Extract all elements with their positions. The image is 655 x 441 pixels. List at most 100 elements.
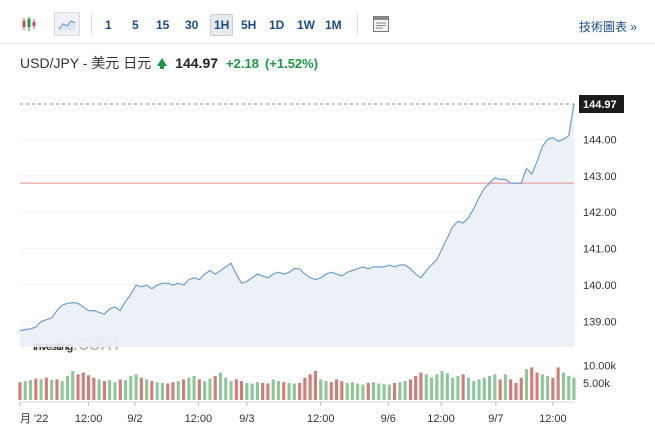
volume-bar: [18, 382, 22, 400]
volume-bar: [34, 378, 38, 400]
volume-bar: [71, 370, 75, 400]
volume-bar: [445, 373, 449, 400]
volume-bar: [393, 382, 397, 400]
technical-chart-link[interactable]: 技術圖表 »: [578, 20, 637, 34]
y-tick-label: 142.00: [583, 207, 617, 219]
volume-bar: [250, 383, 254, 400]
volume-bar: [456, 376, 460, 400]
volume-bar: [551, 377, 555, 400]
volume-bar: [160, 382, 164, 400]
report-icon[interactable]: [368, 12, 394, 36]
price-change-percent: (+1.52%): [264, 55, 319, 71]
volume-bar: [87, 375, 91, 400]
timeframe-1d[interactable]: 1D: [269, 18, 285, 32]
last-price-value: 144.97: [583, 99, 617, 111]
volume-bar: [277, 381, 281, 400]
volume-bar: [424, 374, 428, 400]
volume-bar: [155, 382, 159, 400]
volume-bar: [171, 382, 175, 400]
x-tick-label: 月 '22: [20, 413, 48, 425]
volume-bar: [213, 376, 217, 400]
price-change: +2.18: [226, 55, 259, 71]
volume-bar: [255, 382, 259, 400]
time-axis: 月 '22 12:00 9/2 12:00 9/3 12:00 9/6 12:00 9/7 12:…: [19, 401, 574, 425]
volume-tick-label: 5.00k: [583, 378, 610, 390]
volume-bar: [546, 376, 550, 400]
last-price-label: 144.97: [579, 95, 624, 114]
timeframe-5h[interactable]: 5H: [241, 18, 257, 32]
volume-bar: [303, 377, 307, 400]
volume-bar: [145, 379, 149, 400]
volume-bar: [39, 379, 43, 400]
volume-bar: [139, 377, 143, 400]
volume-bar: [234, 379, 238, 400]
timeframe-15[interactable]: 15: [156, 18, 170, 32]
price-line: [19, 103, 575, 332]
volume-bar: [477, 379, 481, 400]
timeframe-30[interactable]: 30: [185, 18, 199, 32]
timeframe-1h[interactable]: 1H: [210, 14, 234, 36]
volume-bar: [65, 376, 69, 400]
volume-bar: [430, 377, 434, 400]
volume-bar: [76, 374, 80, 400]
volume-bar: [503, 374, 507, 400]
volume-bar: [245, 382, 249, 400]
x-tick-label: 12:00: [307, 413, 335, 425]
volume-axis: 10.00k 5.00k: [583, 361, 617, 390]
volume-bar: [440, 370, 444, 400]
volume-bar: [55, 379, 59, 400]
toolbar-divider: [91, 14, 92, 34]
volume-bar: [292, 383, 296, 400]
volume-bar: [203, 381, 207, 400]
volume-bar: [240, 381, 244, 400]
volume-bar: [530, 367, 534, 400]
volume-bar: [308, 374, 312, 400]
volume-bar: [519, 377, 523, 400]
volume-bar: [23, 381, 27, 400]
volume-bar: [350, 382, 354, 400]
volume-bar: [197, 379, 201, 400]
volume-bar: [113, 382, 117, 400]
volume-bar: [271, 379, 275, 400]
timeframe-5[interactable]: 5: [132, 18, 139, 32]
volume-bar: [572, 377, 576, 400]
timeframe-1m[interactable]: 1M: [325, 18, 342, 32]
volume-bars: [18, 367, 576, 400]
volume-bar: [150, 381, 154, 400]
last-price: 144.97: [175, 55, 219, 71]
volume-bar: [540, 374, 544, 400]
volume-bar: [29, 380, 33, 400]
up-arrow-icon: [157, 58, 168, 69]
volume-bar: [345, 382, 349, 400]
volume-bar: [514, 382, 518, 400]
volume-bar: [81, 372, 85, 400]
volume-bar: [319, 379, 323, 400]
volume-bar: [60, 381, 64, 400]
timeframe-1[interactable]: 1: [105, 18, 112, 32]
y-tick-label: 139.00: [583, 317, 617, 329]
volume-bar: [371, 382, 375, 400]
timeframe-1w[interactable]: 1W: [297, 18, 315, 32]
volume-bar: [408, 379, 412, 400]
volume-bar: [482, 377, 486, 400]
volume-bar: [192, 376, 196, 400]
x-tick-label: 9/6: [381, 413, 396, 425]
x-tick-label: 12:00: [427, 413, 455, 425]
volume-bar: [567, 376, 571, 400]
area-chart-icon[interactable]: [54, 12, 80, 36]
x-tick-label: 9/3: [239, 413, 254, 425]
volume-bar: [102, 381, 106, 400]
volume-bar: [298, 382, 302, 400]
price-axis: 144.00 143.00 142.00 141.00 140.00 139.00: [583, 134, 617, 328]
volume-bar: [461, 374, 465, 400]
candlestick-icon[interactable]: [16, 12, 42, 36]
y-tick-label: 140.00: [583, 280, 617, 292]
volume-bar: [108, 380, 112, 400]
y-tick-label: 143.00: [583, 171, 617, 183]
volume-bar: [313, 370, 317, 400]
volume-bar: [266, 383, 270, 400]
volume-bar: [176, 381, 180, 400]
volume-bar: [218, 372, 222, 400]
volume-bar: [561, 372, 565, 400]
